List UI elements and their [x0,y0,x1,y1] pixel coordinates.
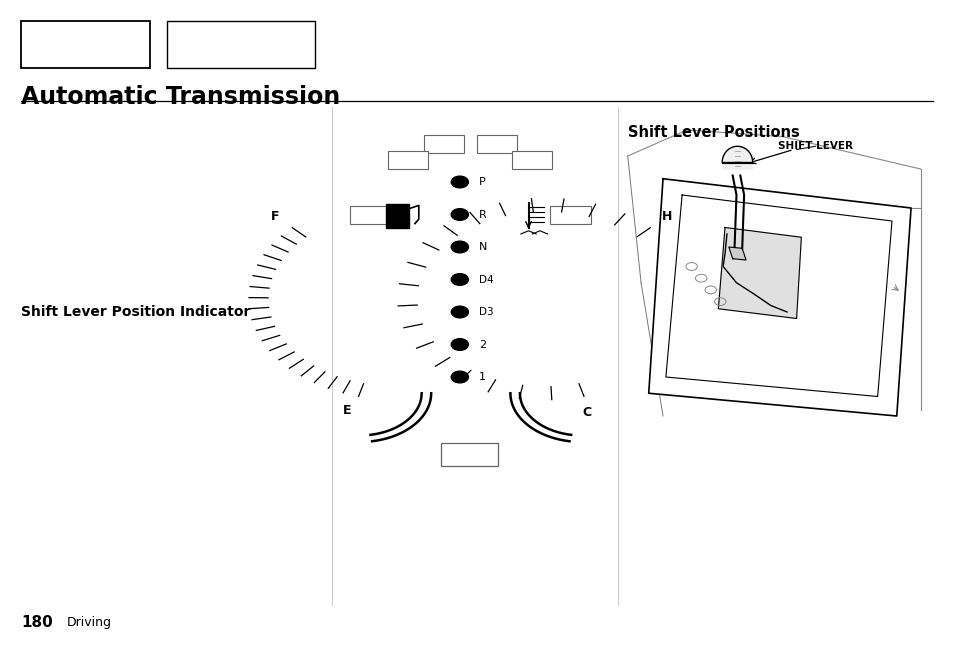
Text: F: F [271,210,279,223]
Polygon shape [648,179,910,416]
Text: Shift Lever Position Indicator: Shift Lever Position Indicator [21,305,250,319]
Bar [476,135,517,153]
Bar [440,443,497,466]
Text: N: N [478,242,487,252]
Circle shape [451,339,468,350]
Bar [550,206,590,224]
Circle shape [451,241,468,253]
Text: SHIFT LEVER: SHIFT LEVER [778,141,852,151]
Circle shape [451,176,468,188]
Polygon shape [721,146,752,169]
Text: C: C [582,406,591,419]
Text: Shift Lever Positions: Shift Lever Positions [627,125,799,140]
Bar [21,21,150,68]
Circle shape [451,371,468,383]
Text: 1: 1 [478,372,485,382]
Text: D3: D3 [478,307,493,317]
Polygon shape [728,247,745,260]
Text: R: R [478,209,486,220]
Text: 2: 2 [478,339,485,350]
Circle shape [451,306,468,318]
Bar [827,254,858,266]
Circle shape [451,274,468,285]
Text: H: H [661,210,672,223]
Bar [167,21,314,68]
Polygon shape [718,227,801,318]
Text: P: P [478,177,485,187]
Bar [828,266,859,280]
Bar [829,280,860,292]
Bar [350,206,390,224]
Text: Driving: Driving [67,616,112,629]
Text: 180: 180 [21,615,52,630]
Bar [423,135,463,153]
Text: D4: D4 [478,274,493,285]
Text: E: E [342,404,351,417]
Bar [386,204,409,227]
Circle shape [451,209,468,220]
Bar [512,151,552,169]
Bar [388,151,428,169]
Text: Automatic Transmission: Automatic Transmission [21,84,340,109]
